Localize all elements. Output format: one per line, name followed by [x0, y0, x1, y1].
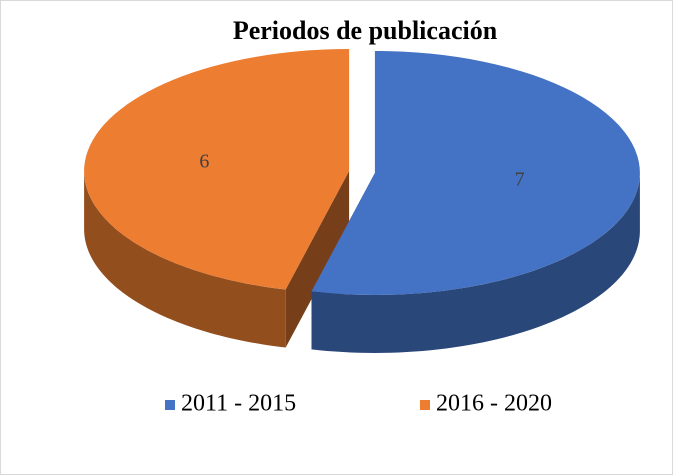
slice-wall: [285, 171, 350, 348]
chart-title: Periodos de publicación: [233, 16, 498, 45]
tops: [84, 49, 640, 295]
data-label: 6: [199, 151, 209, 173]
slice-side: [84, 171, 286, 348]
slice: [311, 50, 640, 295]
legend-label: 2016 - 2020: [436, 391, 552, 417]
legend-swatch: [165, 400, 175, 410]
legend-label: 2011 - 2015: [181, 391, 296, 417]
slice-side: [311, 172, 640, 353]
legend-swatch: [420, 400, 430, 410]
data-label: 7: [515, 169, 525, 191]
sides: [84, 171, 640, 353]
slice: [84, 49, 350, 290]
